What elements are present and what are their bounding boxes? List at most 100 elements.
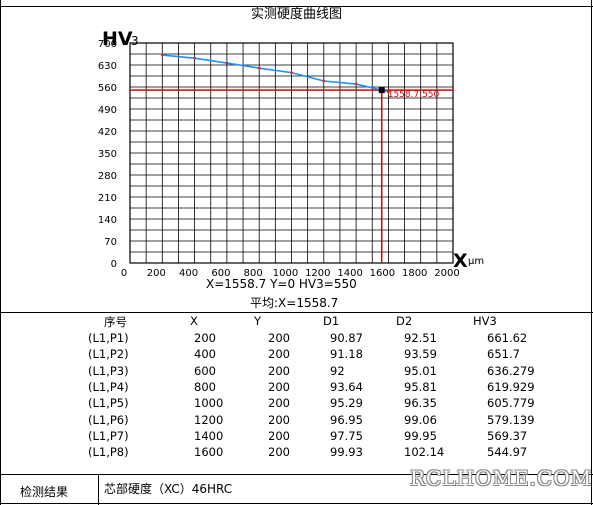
table-header-cell: X <box>190 314 198 328</box>
x-tick-label: 400 <box>179 268 198 279</box>
chart-title: 实测硬度曲线图 <box>250 7 342 22</box>
x-tick-label: 1600 <box>370 268 395 279</box>
right-border <box>591 0 592 505</box>
data-point <box>387 90 390 94</box>
table-cell: 200 <box>268 379 290 394</box>
x-tick-label: 200 <box>147 268 166 279</box>
table-cell: 91.18 <box>330 347 363 362</box>
y-tick-label: 560 <box>98 83 117 94</box>
table-cell: 1200 <box>194 412 224 427</box>
table-cell: 99.95 <box>404 428 437 443</box>
y-tick-label: 420 <box>98 127 117 138</box>
x-tick-label: 1000 <box>273 268 298 279</box>
x-tick-label: 800 <box>244 268 263 279</box>
data-point <box>322 79 326 83</box>
table-cell: 200 <box>268 347 290 362</box>
table-cell: 200 <box>268 363 290 378</box>
table-cell: 1400 <box>194 428 224 443</box>
table-cell: (L1,P1) <box>88 331 129 345</box>
table-cell: 400 <box>194 347 216 362</box>
data-point <box>257 66 261 70</box>
table-cell: 95.29 <box>330 396 363 411</box>
table-cell: (L1,P2) <box>88 347 129 362</box>
table-cell: (L1,P8) <box>88 445 129 460</box>
table-cell: 200 <box>268 428 290 443</box>
result-value: 芯部硬度（XC）46HRC <box>104 482 233 496</box>
table-cell: 93.59 <box>404 347 437 362</box>
table-cell: 200 <box>268 396 290 411</box>
table-header-cell: D1 <box>323 314 340 328</box>
y-tick-label: 630 <box>98 61 117 72</box>
table-cell: 569.37 <box>487 428 528 443</box>
table-cell: 605.779 <box>487 396 535 411</box>
table-cell: 579.139 <box>487 412 535 427</box>
data-point <box>225 61 229 65</box>
data-point <box>193 56 197 60</box>
measurement-readout: X=1558.7 Y=0 HV3=550 <box>206 277 357 291</box>
table-cell: (L1,P5) <box>88 396 129 411</box>
table-cell: 661.62 <box>487 331 528 345</box>
data-point <box>160 53 164 57</box>
table-header-cell: 序号 <box>104 315 127 329</box>
table-cell: 200 <box>268 445 290 460</box>
table-cell: (L1,P4) <box>88 379 129 394</box>
watermark-logo: RCLHOME.COM <box>410 466 593 490</box>
table-cell: 92.51 <box>404 331 437 345</box>
marker-point <box>378 87 385 94</box>
table-footer-divider <box>0 474 593 475</box>
y-tick-label: 280 <box>98 171 117 182</box>
marker-label: 1558.7,550 <box>388 90 440 100</box>
data-point <box>354 82 358 86</box>
table-cell: 200 <box>268 331 290 345</box>
table-cell: 200 <box>194 331 216 345</box>
x-tick-label: 1800 <box>402 268 427 279</box>
x-tick-label: 0 <box>121 268 127 279</box>
table-cell: 96.35 <box>404 396 437 411</box>
average-readout: 平均:X=1558.7 <box>250 296 339 310</box>
plot-frame <box>129 42 454 264</box>
y-tick-label: 140 <box>98 215 117 226</box>
bottom-border <box>0 503 593 504</box>
table-cell: 92 <box>330 363 345 378</box>
y-unit-label: HV <box>102 28 133 50</box>
y-tick-label: 210 <box>98 193 117 204</box>
table-cell: 95.81 <box>404 379 437 394</box>
table-cell: 651.7 <box>487 347 520 362</box>
table-cell: 90.87 <box>330 331 363 345</box>
x-tick-label: 600 <box>211 268 230 279</box>
table-cell: 97.75 <box>330 428 363 443</box>
table-cell: 544.97 <box>487 445 528 460</box>
top-border <box>0 0 593 7</box>
y-tick-label: 0 <box>111 259 117 270</box>
table-cell: 1600 <box>194 445 224 460</box>
table-cell: 99.06 <box>404 412 437 427</box>
hardness-series-line <box>162 54 389 93</box>
table-header-cell: D2 <box>396 314 413 328</box>
table-header-cell: HV3 <box>473 314 497 328</box>
chart-table-divider <box>0 312 593 313</box>
table-cell: (L1,P7) <box>88 428 129 443</box>
table-cell: (L1,P3) <box>88 363 129 378</box>
result-label: 检测结果 <box>20 485 69 499</box>
y-tick-label: 490 <box>98 105 117 116</box>
table-cell: 800 <box>194 379 216 394</box>
y-tick-label: 700 <box>98 39 117 50</box>
y-tick-label: 70 <box>104 237 117 248</box>
table-cell: 600 <box>194 363 216 378</box>
data-point <box>290 71 293 75</box>
x-tick-label: 1400 <box>337 268 362 279</box>
table-cell: 200 <box>268 412 290 427</box>
x-tick-label: 2000 <box>434 268 459 279</box>
table-cell: (L1,P6) <box>88 412 129 427</box>
hardness-chart: 0 70 140 210 280 350 420 490 560 630 700 0 200 400 600… <box>98 28 484 279</box>
table-cell: 636.279 <box>487 363 535 378</box>
y-tick-label: 350 <box>98 149 117 160</box>
table-cell: 95.01 <box>404 363 437 378</box>
table-header-cell: Y <box>254 314 262 328</box>
table-cell: 102.14 <box>404 445 445 460</box>
footer-divider <box>98 474 99 505</box>
table-cell: 96.95 <box>330 412 363 427</box>
x-unit-symbol: X <box>453 250 468 272</box>
x-tick-label: 1200 <box>305 268 330 279</box>
table-cell: 99.93 <box>330 445 363 460</box>
